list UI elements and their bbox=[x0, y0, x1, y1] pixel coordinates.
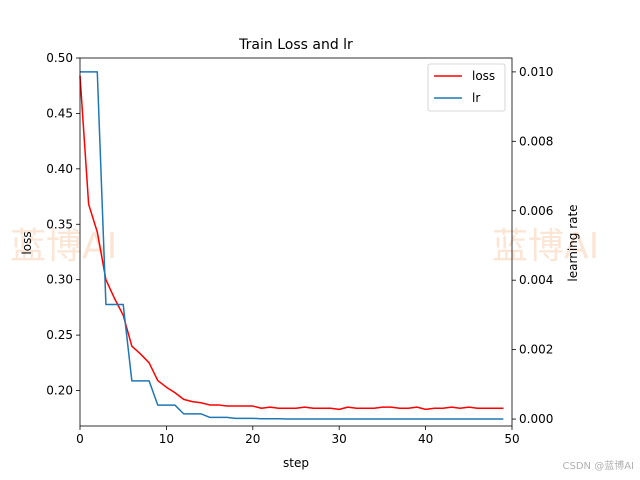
y-left-tick-label: 0.20 bbox=[46, 384, 73, 398]
y-left-tick-label: 0.45 bbox=[46, 106, 73, 120]
y-right-tick-label: 0.000 bbox=[519, 412, 553, 426]
plot-lines bbox=[79, 71, 504, 420]
x-tick-label: 0 bbox=[76, 432, 84, 446]
y-left-tick-label: 0.35 bbox=[46, 217, 73, 231]
y-axis-left-ticks: 0.20 0.25 0.30 0.35 0.40 0.45 0.50 bbox=[46, 51, 80, 398]
chart-title: Train Loss and lr bbox=[238, 37, 353, 53]
y-left-tick-label: 0.25 bbox=[46, 328, 73, 342]
y-right-tick-label: 0.004 bbox=[519, 273, 553, 287]
y-axis-right-label: learning rate bbox=[566, 204, 580, 281]
x-tick-label: 20 bbox=[245, 432, 260, 446]
x-axis-ticks: 0 10 20 30 40 50 bbox=[76, 426, 520, 446]
series-line-loss bbox=[79, 75, 504, 411]
series-line-lr bbox=[80, 71, 504, 420]
x-tick-label: 10 bbox=[159, 432, 174, 446]
x-tick-label: 40 bbox=[418, 432, 433, 446]
y-right-tick-label: 0.008 bbox=[519, 134, 553, 148]
x-axis-label: step bbox=[283, 456, 309, 470]
y-left-tick-label: 0.40 bbox=[46, 162, 73, 176]
legend-label-lr: lr bbox=[472, 91, 480, 105]
y-right-tick-label: 0.002 bbox=[519, 343, 553, 357]
y-left-tick-label: 0.30 bbox=[46, 273, 73, 287]
y-axis-left-label: loss bbox=[20, 231, 34, 254]
plot-frame bbox=[79, 57, 513, 427]
credit-watermark: CSDN @蓝博AI bbox=[562, 461, 634, 472]
watermark-right: 蓝博AI bbox=[492, 226, 599, 267]
y-axis-right-ticks: 0.000 0.002 0.004 0.006 0.008 0.010 bbox=[512, 65, 553, 426]
axes-frame bbox=[79, 57, 513, 427]
y-right-tick-label: 0.010 bbox=[519, 65, 553, 79]
legend: loss lr bbox=[427, 63, 506, 112]
y-left-tick-label: 0.50 bbox=[46, 51, 73, 65]
x-tick-label: 50 bbox=[504, 432, 519, 446]
legend-label-loss: loss bbox=[472, 69, 495, 83]
x-tick-label: 30 bbox=[332, 432, 347, 446]
y-right-tick-label: 0.006 bbox=[519, 204, 553, 218]
